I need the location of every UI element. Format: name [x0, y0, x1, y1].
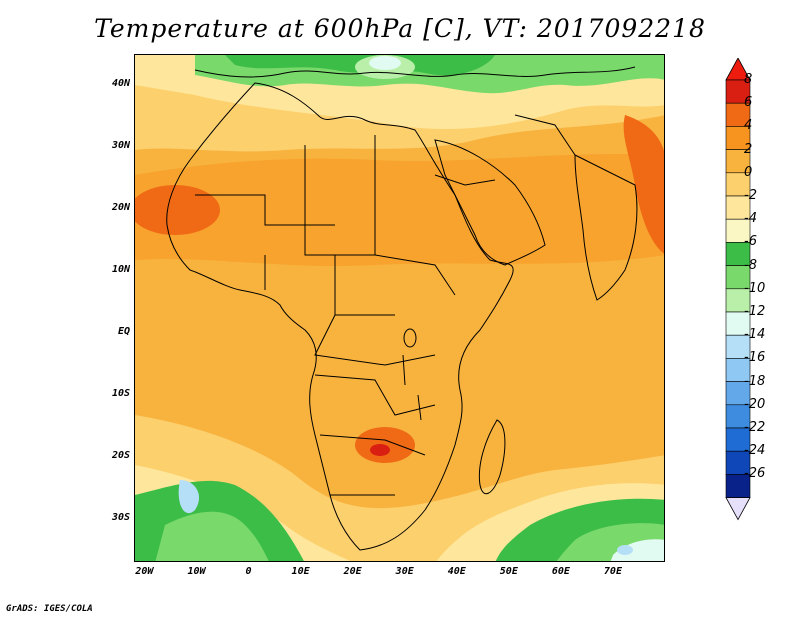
- border-2: [304, 145, 375, 256]
- lat-tick-label: 10N: [111, 263, 130, 275]
- field-hot-west-sahara: [135, 185, 220, 235]
- colorbar-level-label: -12: [744, 304, 766, 319]
- colorbar-level-label: -24: [744, 443, 766, 459]
- colorbar-level-label: -2: [744, 188, 757, 203]
- border-11: [434, 174, 496, 186]
- lon-tick-label: 40E: [447, 566, 466, 577]
- india-coastline: [574, 154, 638, 301]
- field-blue-south-east: [617, 545, 633, 555]
- lon-tick-label: 60E: [551, 566, 570, 577]
- colorbar-level-label: 0: [744, 164, 753, 180]
- colorbar-level-label: -16: [744, 350, 766, 366]
- colorbar-level-label: 2: [744, 141, 753, 157]
- lon-tick-label: 20W: [135, 566, 154, 577]
- lon-tick-label: 0: [245, 566, 252, 577]
- lon-tick-label: 70E: [603, 566, 622, 577]
- lake-malawi: [417, 394, 422, 421]
- lon-tick-label: 10E: [291, 566, 310, 577]
- border-9: [319, 434, 426, 456]
- field-green-south-west-light: [155, 511, 269, 561]
- border-12: [514, 114, 576, 156]
- field-lightest-north: [369, 56, 401, 70]
- map-panel: [134, 54, 665, 562]
- colorbar-level-label: -6: [744, 234, 757, 250]
- colorbar-level-label: -18: [744, 373, 766, 389]
- lat-tick-label: 20S: [111, 449, 130, 461]
- colorbar-level-label: 8: [744, 72, 753, 87]
- temperature-map: [135, 55, 664, 561]
- border-1: [195, 194, 335, 226]
- field-hot-india: [623, 115, 664, 254]
- colorbar-level-label: -22: [744, 420, 766, 435]
- arabia-coastline: [434, 139, 546, 266]
- lake-tanganyika: [402, 354, 406, 386]
- colorbar-level-label: -14: [744, 327, 766, 343]
- field-band-north: [135, 153, 664, 267]
- colorbar: [725, 58, 751, 521]
- colorbar-level-label: 6: [744, 95, 753, 111]
- colorbar-level-label: -8: [744, 257, 757, 273]
- colorbar-level-label: -10: [744, 280, 766, 296]
- colorbar-level-label: -4: [744, 211, 757, 227]
- lon-tick-label: 20E: [343, 566, 362, 577]
- lat-tick-label: 30S: [111, 511, 130, 523]
- lat-tick-label: 10S: [111, 387, 130, 399]
- lon-tick-label: 10W: [187, 566, 206, 577]
- lat-tick-label: 20N: [111, 201, 130, 213]
- lat-tick-label: EQ: [117, 325, 130, 337]
- colorbar-level-label: 4: [744, 118, 753, 134]
- coastlines: [166, 66, 638, 551]
- field-lightest-south-east: [610, 539, 664, 561]
- field-blue-south-west: [178, 480, 200, 514]
- madagascar-coastline: [478, 419, 506, 495]
- lat-tick-label: 30N: [111, 139, 130, 151]
- africa-coastline: [166, 82, 514, 551]
- colorbar-level-label: -20: [744, 396, 766, 412]
- border-8: [314, 374, 436, 416]
- lon-tick-label: 50E: [499, 566, 518, 577]
- border-6: [374, 254, 456, 296]
- colorbar-bottom-cap: [725, 497, 751, 521]
- europe-coastline: [194, 66, 636, 78]
- chart-title: Temperature at 600hPa [C], VT: 201709221…: [94, 14, 706, 43]
- colorbar-level-label: -26: [744, 466, 766, 482]
- lake-victoria: [403, 328, 417, 348]
- field-hottest-south-africa: [370, 444, 390, 456]
- lat-tick-label: 40N: [111, 77, 130, 89]
- credit-text: GrADS: IGES/COLA: [6, 604, 93, 614]
- lon-tick-label: 30E: [395, 566, 414, 577]
- border-7: [314, 314, 436, 366]
